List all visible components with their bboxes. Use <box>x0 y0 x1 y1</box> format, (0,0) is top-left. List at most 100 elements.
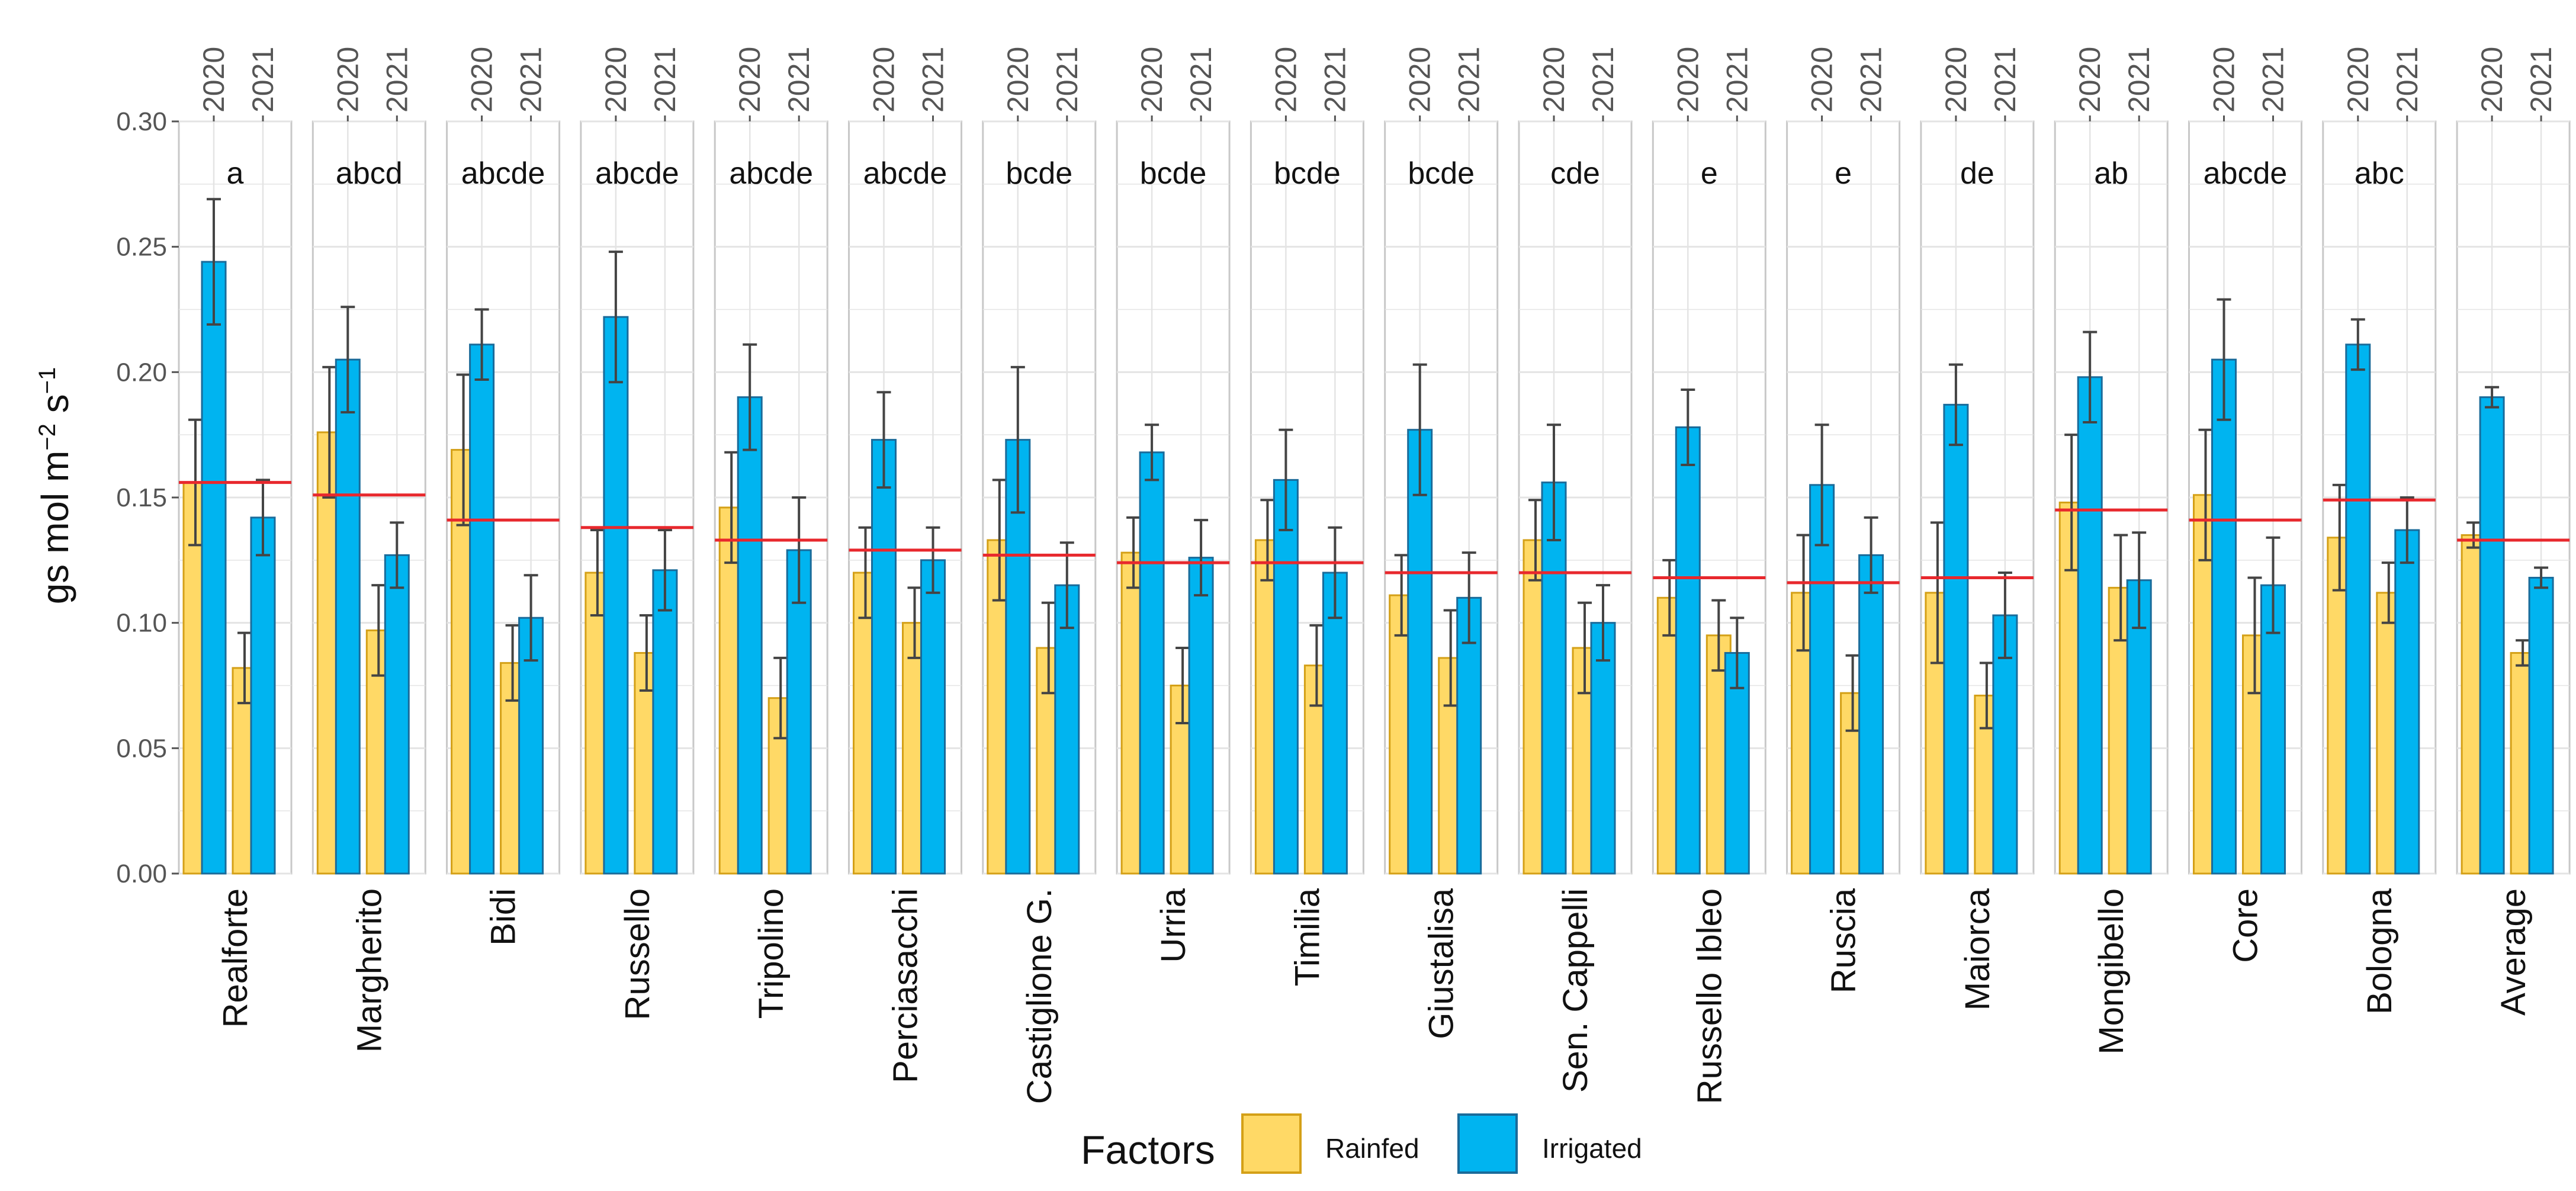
significance-letter: e <box>1701 156 1718 191</box>
significance-letter: bcde <box>1140 156 1207 191</box>
cultivar-label: Bologna <box>2360 888 2399 1015</box>
panel-urria: bcde 2020 2021 Urria <box>1116 47 1231 963</box>
significance-letter: ab <box>2094 156 2128 191</box>
cultivar-label: Core <box>2227 888 2265 963</box>
significance-letter: abcde <box>2204 156 2288 191</box>
cultivar-label: Realforte <box>216 888 255 1028</box>
legend-label-irrigated: Irrigated <box>1542 1133 1642 1164</box>
year-tick-label: 2021 <box>1184 47 1218 113</box>
bar <box>1675 426 1701 875</box>
year-tick-label: 2020 <box>1403 47 1437 113</box>
cultivar-label: Castiglione G. <box>1020 888 1059 1104</box>
year-tick-label: 2020 <box>2208 47 2241 113</box>
year-tick-label: 2020 <box>2475 47 2508 113</box>
panel-realforte: a 2020 2021 Realforte <box>178 47 293 1028</box>
panel-timilia: bcde 2020 2021 Timilia <box>1250 47 1364 986</box>
year-tick-label: 2021 <box>1720 47 1753 113</box>
y-axis: 0.00 0.05 0.10 0.15 0.20 0.25 0.30 <box>116 107 179 888</box>
year-tick-label: 2021 <box>648 47 682 113</box>
significance-letter: abcde <box>595 156 679 191</box>
bar <box>2077 376 2103 875</box>
bar <box>786 549 812 875</box>
panel-castiglione-g-: bcde 2020 2021 Castiglione G. <box>982 47 1097 1104</box>
bar <box>2528 576 2554 875</box>
cultivar-label: Mongibello <box>2092 888 2131 1055</box>
cultivar-label: Perciasacchi <box>886 888 925 1083</box>
bar <box>1858 554 1884 875</box>
significance-letter: abcd <box>336 156 403 191</box>
bar <box>1139 451 1165 875</box>
significance-letter: abc <box>2355 156 2404 191</box>
cultivar-label: Bidi <box>484 888 523 946</box>
bar <box>1590 622 1616 875</box>
cultivar-label: Russello Ibleo <box>1690 888 1729 1104</box>
bar <box>1541 481 1567 875</box>
panel-russello: abcde 2020 2021 Russello <box>580 47 695 1020</box>
year-tick-label: 2020 <box>197 47 230 113</box>
bar <box>920 559 946 875</box>
year-tick-label: 2020 <box>1269 47 1302 113</box>
year-tick-label: 2021 <box>1051 47 1084 113</box>
year-tick-label: 2021 <box>1989 47 2022 113</box>
significance-letter: a <box>227 156 244 191</box>
year-tick-label: 2020 <box>2073 47 2106 113</box>
bar <box>1322 572 1348 875</box>
bar <box>1188 557 1214 875</box>
bar <box>469 344 495 875</box>
panels-layer: a 2020 2021 Realforte abcd 2020 2021 Margherito… <box>178 47 2571 1104</box>
cultivar-label: Tripolino <box>752 888 791 1019</box>
bar <box>2479 396 2505 875</box>
cultivar-label: Average <box>2494 888 2533 1016</box>
panel-bidi: abcde 2020 2021 Bidi <box>446 47 561 946</box>
significance-letter: e <box>1835 156 1852 191</box>
significance-letter: bcde <box>1408 156 1475 191</box>
y-tick-label: 0.10 <box>116 609 167 638</box>
year-tick-label: 2021 <box>1855 47 1888 113</box>
significance-letter: abcde <box>863 156 947 191</box>
y-tick-label: 0.15 <box>116 483 167 512</box>
bar <box>1809 484 1835 875</box>
significance-letter: bcde <box>1274 156 1341 191</box>
year-tick-label: 2020 <box>331 47 364 113</box>
y-tick-label: 0.25 <box>116 233 167 262</box>
year-tick-label: 2021 <box>917 47 950 113</box>
year-tick-label: 2020 <box>1806 47 1839 113</box>
cultivar-label: Sen. Cappelli <box>1556 888 1595 1093</box>
bar <box>871 439 897 875</box>
significance-letter: de <box>1960 156 1994 191</box>
year-tick-label: 2020 <box>599 47 632 113</box>
panel-sen-cappelli: cde 2020 2021 Sen. Cappelli <box>1518 47 1633 1093</box>
panel-mongibello: ab 2020 2021 Mongibello <box>2054 47 2169 1055</box>
year-tick-label: 2021 <box>2391 47 2424 113</box>
year-tick-label: 2021 <box>782 47 815 113</box>
cultivar-label: Russello <box>618 888 657 1020</box>
panel-margherito: abcd 2020 2021 Margherito <box>311 47 426 1052</box>
year-tick-label: 2020 <box>465 47 499 113</box>
cultivar-label: Margherito <box>350 888 388 1052</box>
year-tick-label: 2021 <box>515 47 548 113</box>
year-tick-label: 2021 <box>246 47 280 113</box>
bar <box>1407 429 1433 875</box>
panel-average: 2020 2021 Average <box>2456 47 2571 1016</box>
bar <box>335 358 361 875</box>
y-tick-label: 0.30 <box>116 107 167 136</box>
year-tick-label: 2020 <box>1939 47 1973 113</box>
year-tick-label: 2020 <box>1537 47 1570 113</box>
legend-swatch-irrigated <box>1457 1113 1518 1174</box>
year-tick-label: 2021 <box>1453 47 1486 113</box>
bar <box>603 316 629 875</box>
significance-letter: abcde <box>461 156 545 191</box>
bar <box>652 569 678 875</box>
panel-bologna: abc 2020 2021 Bologna <box>2322 47 2437 1015</box>
panel-giustalisa: bcde 2020 2021 Giustalisa <box>1384 47 1499 1039</box>
cultivar-label: Giustalisa <box>1422 888 1461 1039</box>
bar <box>2394 529 2420 875</box>
legend-title: Factors <box>1081 1128 1215 1173</box>
cultivar-label: Urria <box>1154 888 1193 962</box>
cultivar-label: Ruscia <box>1825 888 1863 993</box>
bar <box>1273 479 1299 875</box>
y-tick-label: 0.20 <box>116 358 167 387</box>
year-tick-label: 2021 <box>1586 47 1620 113</box>
bar <box>737 396 763 875</box>
significance-letter: bcde <box>1006 156 1072 191</box>
